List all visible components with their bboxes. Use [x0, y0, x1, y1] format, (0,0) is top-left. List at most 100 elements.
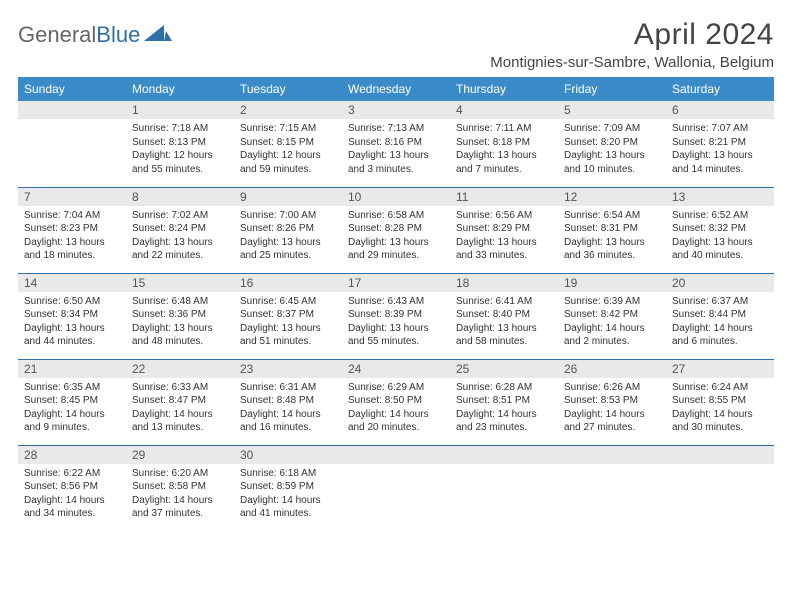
calendar-table: Sunday Monday Tuesday Wednesday Thursday…: [18, 77, 774, 531]
calendar-row: 7Sunrise: 7:04 AMSunset: 8:23 PMDaylight…: [18, 187, 774, 273]
logo-blue: Blue: [96, 22, 140, 47]
sunrise-text: Sunrise: 6:56 AM: [456, 209, 552, 223]
empty-day: [666, 446, 774, 464]
sunrise-text: Sunrise: 6:45 AM: [240, 295, 336, 309]
daylight-text-1: Daylight: 13 hours: [24, 322, 120, 336]
day-detail: Sunrise: 6:45 AMSunset: 8:37 PMDaylight:…: [234, 292, 342, 353]
logo: GeneralBlue: [18, 18, 172, 48]
calendar-cell: [450, 445, 558, 531]
calendar-cell: 13Sunrise: 6:52 AMSunset: 8:32 PMDayligh…: [666, 187, 774, 273]
calendar-cell: 12Sunrise: 6:54 AMSunset: 8:31 PMDayligh…: [558, 187, 666, 273]
day-number: 13: [666, 188, 774, 206]
day-detail: Sunrise: 7:11 AMSunset: 8:18 PMDaylight:…: [450, 119, 558, 180]
sunset-text: Sunset: 8:50 PM: [348, 394, 444, 408]
day-detail: Sunrise: 7:13 AMSunset: 8:16 PMDaylight:…: [342, 119, 450, 180]
daylight-text-1: Daylight: 12 hours: [132, 149, 228, 163]
daylight-text-2: and 13 minutes.: [132, 421, 228, 435]
daylight-text-1: Daylight: 14 hours: [24, 494, 120, 508]
calendar-cell: 1Sunrise: 7:18 AMSunset: 8:13 PMDaylight…: [126, 101, 234, 187]
sunrise-text: Sunrise: 7:02 AM: [132, 209, 228, 223]
calendar-row: 28Sunrise: 6:22 AMSunset: 8:56 PMDayligh…: [18, 445, 774, 531]
daylight-text-2: and 36 minutes.: [564, 249, 660, 263]
day-number: 8: [126, 188, 234, 206]
day-detail: Sunrise: 7:04 AMSunset: 8:23 PMDaylight:…: [18, 206, 126, 267]
calendar-cell: [342, 445, 450, 531]
daylight-text-2: and 23 minutes.: [456, 421, 552, 435]
day-number: 7: [18, 188, 126, 206]
sunset-text: Sunset: 8:45 PM: [24, 394, 120, 408]
daylight-text-2: and 58 minutes.: [456, 335, 552, 349]
sunset-text: Sunset: 8:39 PM: [348, 308, 444, 322]
day-number: 25: [450, 360, 558, 378]
day-detail: Sunrise: 6:22 AMSunset: 8:56 PMDaylight:…: [18, 464, 126, 525]
daylight-text-1: Daylight: 14 hours: [132, 494, 228, 508]
page: GeneralBlue April 2024 Montignies-sur-Sa…: [0, 0, 792, 541]
day-header-tue: Tuesday: [234, 77, 342, 101]
daylight-text-1: Daylight: 13 hours: [456, 149, 552, 163]
daylight-text-2: and 10 minutes.: [564, 163, 660, 177]
calendar-cell: 28Sunrise: 6:22 AMSunset: 8:56 PMDayligh…: [18, 445, 126, 531]
calendar-cell: 22Sunrise: 6:33 AMSunset: 8:47 PMDayligh…: [126, 359, 234, 445]
calendar-cell: [18, 101, 126, 187]
sunrise-text: Sunrise: 6:50 AM: [24, 295, 120, 309]
daylight-text-1: Daylight: 14 hours: [672, 322, 768, 336]
sunrise-text: Sunrise: 6:29 AM: [348, 381, 444, 395]
day-detail: Sunrise: 6:18 AMSunset: 8:59 PMDaylight:…: [234, 464, 342, 525]
sunset-text: Sunset: 8:42 PM: [564, 308, 660, 322]
day-header-sun: Sunday: [18, 77, 126, 101]
sunrise-text: Sunrise: 6:26 AM: [564, 381, 660, 395]
calendar-cell: 15Sunrise: 6:48 AMSunset: 8:36 PMDayligh…: [126, 273, 234, 359]
daylight-text-1: Daylight: 13 hours: [24, 236, 120, 250]
sunset-text: Sunset: 8:48 PM: [240, 394, 336, 408]
day-number: 15: [126, 274, 234, 292]
sunset-text: Sunset: 8:51 PM: [456, 394, 552, 408]
day-detail: Sunrise: 6:56 AMSunset: 8:29 PMDaylight:…: [450, 206, 558, 267]
empty-day: [558, 446, 666, 464]
sunrise-text: Sunrise: 7:11 AM: [456, 122, 552, 136]
daylight-text-2: and 2 minutes.: [564, 335, 660, 349]
sunset-text: Sunset: 8:34 PM: [24, 308, 120, 322]
daylight-text-1: Daylight: 14 hours: [24, 408, 120, 422]
daylight-text-2: and 59 minutes.: [240, 163, 336, 177]
sunset-text: Sunset: 8:16 PM: [348, 136, 444, 150]
sunrise-text: Sunrise: 6:43 AM: [348, 295, 444, 309]
calendar-cell: 23Sunrise: 6:31 AMSunset: 8:48 PMDayligh…: [234, 359, 342, 445]
day-detail: Sunrise: 6:37 AMSunset: 8:44 PMDaylight:…: [666, 292, 774, 353]
day-detail: Sunrise: 7:09 AMSunset: 8:20 PMDaylight:…: [558, 119, 666, 180]
daylight-text-2: and 55 minutes.: [132, 163, 228, 177]
sunset-text: Sunset: 8:26 PM: [240, 222, 336, 236]
day-header-mon: Monday: [126, 77, 234, 101]
empty-day: [450, 446, 558, 464]
calendar-cell: 16Sunrise: 6:45 AMSunset: 8:37 PMDayligh…: [234, 273, 342, 359]
sunrise-text: Sunrise: 7:07 AM: [672, 122, 768, 136]
daylight-text-2: and 40 minutes.: [672, 249, 768, 263]
empty-day: [342, 446, 450, 464]
day-number: 24: [342, 360, 450, 378]
sunset-text: Sunset: 8:21 PM: [672, 136, 768, 150]
daylight-text-1: Daylight: 13 hours: [564, 236, 660, 250]
calendar-cell: 18Sunrise: 6:41 AMSunset: 8:40 PMDayligh…: [450, 273, 558, 359]
day-detail: Sunrise: 6:54 AMSunset: 8:31 PMDaylight:…: [558, 206, 666, 267]
day-detail: Sunrise: 6:24 AMSunset: 8:55 PMDaylight:…: [666, 378, 774, 439]
day-detail: Sunrise: 6:26 AMSunset: 8:53 PMDaylight:…: [558, 378, 666, 439]
calendar-cell: 14Sunrise: 6:50 AMSunset: 8:34 PMDayligh…: [18, 273, 126, 359]
sunrise-text: Sunrise: 6:48 AM: [132, 295, 228, 309]
daylight-text-2: and 14 minutes.: [672, 163, 768, 177]
day-number: 3: [342, 101, 450, 119]
daylight-text-1: Daylight: 14 hours: [564, 408, 660, 422]
calendar-cell: 17Sunrise: 6:43 AMSunset: 8:39 PMDayligh…: [342, 273, 450, 359]
empty-day: [18, 101, 126, 119]
daylight-text-1: Daylight: 13 hours: [132, 236, 228, 250]
calendar-cell: 26Sunrise: 6:26 AMSunset: 8:53 PMDayligh…: [558, 359, 666, 445]
day-number: 27: [666, 360, 774, 378]
day-number: 21: [18, 360, 126, 378]
daylight-text-2: and 3 minutes.: [348, 163, 444, 177]
day-number: 10: [342, 188, 450, 206]
daylight-text-2: and 30 minutes.: [672, 421, 768, 435]
day-detail: Sunrise: 6:35 AMSunset: 8:45 PMDaylight:…: [18, 378, 126, 439]
sunset-text: Sunset: 8:13 PM: [132, 136, 228, 150]
daylight-text-1: Daylight: 13 hours: [456, 322, 552, 336]
location-text: Montignies-sur-Sambre, Wallonia, Belgium: [490, 54, 774, 71]
sunset-text: Sunset: 8:18 PM: [456, 136, 552, 150]
sunrise-text: Sunrise: 6:18 AM: [240, 467, 336, 481]
